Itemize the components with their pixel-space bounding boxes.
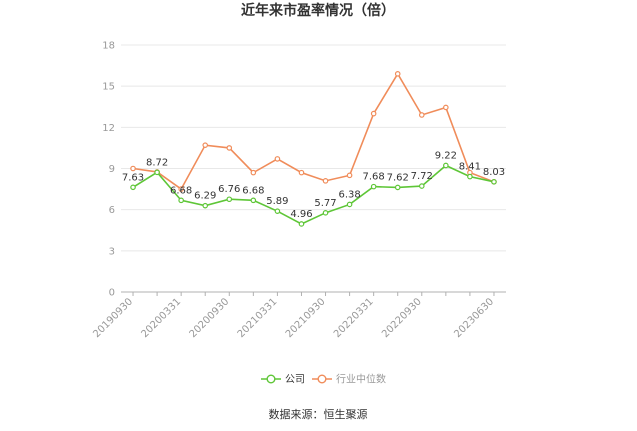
y-tick-label: 3 bbox=[109, 246, 115, 257]
data-label: 8.41 bbox=[459, 162, 481, 173]
legend-swatch-marker bbox=[317, 374, 327, 384]
y-tick-label: 18 bbox=[102, 41, 115, 52]
data-point bbox=[418, 183, 425, 189]
y-tick-label: 6 bbox=[109, 205, 115, 216]
legend[interactable]: 公司 行业中位数 bbox=[261, 373, 386, 386]
data-labels: 7.638.726.68 6.296.76 6.685.894.965.776.38… bbox=[122, 150, 505, 219]
x-tick-label: 20200930 bbox=[188, 296, 232, 340]
data-label: 5.77 bbox=[314, 198, 336, 209]
data-point bbox=[130, 184, 136, 191]
data-label: 6.76 bbox=[218, 184, 240, 195]
data-point bbox=[274, 208, 281, 214]
legend-label: 行业中位数 bbox=[336, 373, 386, 386]
data-point bbox=[443, 104, 449, 111]
data-point bbox=[467, 173, 473, 180]
data-point bbox=[491, 179, 497, 185]
data-label: 7.62 bbox=[387, 172, 409, 183]
data-point bbox=[370, 183, 377, 190]
data-point bbox=[250, 197, 257, 204]
data-point bbox=[250, 169, 257, 176]
x-tick-label: 20200331 bbox=[140, 296, 184, 340]
data-point bbox=[130, 165, 136, 172]
data-label: 6.38 bbox=[338, 189, 360, 200]
legend-label: 公司 bbox=[285, 375, 305, 386]
legend-item-company[interactable]: 公司 bbox=[261, 375, 305, 386]
data-point bbox=[322, 210, 329, 216]
source-note: 数据来源：恒生聚源 bbox=[269, 407, 368, 421]
data-point bbox=[443, 162, 449, 169]
grid bbox=[121, 44, 506, 252]
chart-title: 近年来市盈率情况（倍） bbox=[241, 2, 395, 19]
data-point bbox=[298, 221, 305, 227]
x-tick-label: 20210930 bbox=[284, 296, 328, 340]
data-point bbox=[178, 186, 184, 192]
axes: 0 3 6 9 12 15 18 20190930 20200331 20200930 202103… bbox=[91, 41, 506, 340]
data-point bbox=[370, 110, 377, 117]
data-label: 7.72 bbox=[411, 171, 433, 182]
y-tick-label: 9 bbox=[109, 164, 115, 175]
data-point bbox=[346, 172, 353, 179]
data-label: 8.03 bbox=[483, 167, 505, 178]
legend-swatch-marker bbox=[266, 374, 276, 384]
data-point bbox=[346, 201, 353, 208]
data-point bbox=[322, 178, 329, 184]
series-layer bbox=[130, 71, 497, 227]
data-label: 7.63 bbox=[122, 172, 144, 183]
data-label: 5.89 bbox=[266, 196, 288, 207]
y-tick-label: 0 bbox=[109, 288, 115, 299]
series-line-company bbox=[132, 164, 495, 225]
data-label: 7.68 bbox=[363, 172, 385, 183]
data-point bbox=[202, 202, 209, 209]
legend-item-industry-median[interactable]: 行业中位数 bbox=[312, 373, 386, 386]
data-label: 4.96 bbox=[290, 209, 312, 220]
x-tick-label: 20190930 bbox=[91, 296, 135, 340]
data-point bbox=[202, 142, 209, 148]
data-label: 9.22 bbox=[435, 150, 457, 161]
data-point bbox=[274, 156, 281, 162]
x-tick-label: 20220331 bbox=[332, 296, 376, 340]
data-point bbox=[394, 71, 401, 77]
x-tick-label: 20220930 bbox=[380, 296, 424, 340]
data-point bbox=[418, 112, 425, 118]
data-point bbox=[394, 184, 401, 191]
series-line-industry-median bbox=[132, 72, 495, 191]
y-tick-label: 15 bbox=[102, 82, 115, 93]
data-point bbox=[226, 145, 233, 151]
y-tick-label: 12 bbox=[102, 123, 115, 134]
data-point bbox=[178, 197, 184, 204]
x-tick-label: 20210331 bbox=[236, 296, 280, 340]
data-point bbox=[154, 169, 160, 176]
data-label: 6.29 bbox=[194, 191, 216, 202]
data-label: 6.68 bbox=[170, 185, 192, 196]
data-label: 8.72 bbox=[146, 157, 168, 168]
data-label: 6.68 bbox=[242, 185, 264, 196]
x-tick-label: 20230630 bbox=[452, 296, 496, 340]
data-point bbox=[226, 196, 233, 203]
data-point bbox=[298, 169, 305, 176]
